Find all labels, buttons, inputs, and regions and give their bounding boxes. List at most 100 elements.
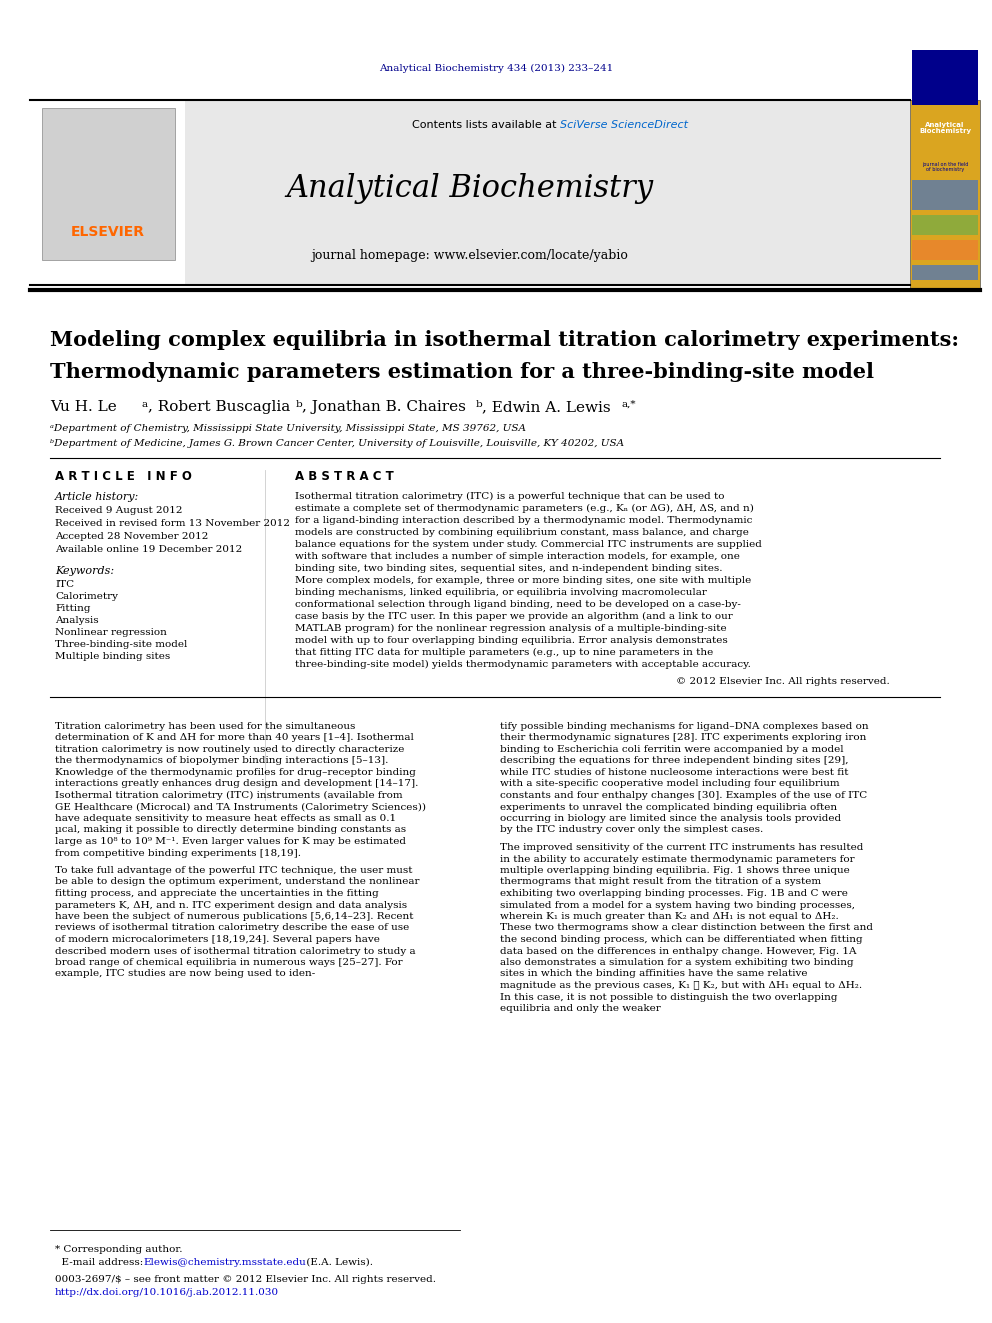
Text: binding to Escherichia coli ferritin were accompanied by a model: binding to Escherichia coli ferritin wer… <box>500 745 843 754</box>
Text: with a site-specific cooperative model including four equilibrium: with a site-specific cooperative model i… <box>500 779 839 789</box>
Text: Keywords:: Keywords: <box>55 566 114 576</box>
Text: GE Healthcare (Microcal) and TA Instruments (Calorimetry Sciences)): GE Healthcare (Microcal) and TA Instrume… <box>55 803 426 811</box>
Text: http://dx.doi.org/10.1016/j.ab.2012.11.030: http://dx.doi.org/10.1016/j.ab.2012.11.0… <box>55 1289 279 1297</box>
Text: The improved sensitivity of the current ITC instruments has resulted: The improved sensitivity of the current … <box>500 843 863 852</box>
Text: model with up to four overlapping binding equilibria. Error analysis demonstrate: model with up to four overlapping bindin… <box>295 636 728 646</box>
Text: b: b <box>296 400 303 409</box>
Text: constants and four enthalpy changes [30]. Examples of the use of ITC: constants and four enthalpy changes [30]… <box>500 791 867 800</box>
Text: ITC: ITC <box>55 579 74 589</box>
Text: models are constructed by combining equilibrium constant, mass balance, and char: models are constructed by combining equi… <box>295 528 749 537</box>
Text: simulated from a model for a system having two binding processes,: simulated from a model for a system havi… <box>500 901 855 909</box>
Text: their thermodynamic signatures [28]. ITC experiments exploring iron: their thermodynamic signatures [28]. ITC… <box>500 733 866 742</box>
Bar <box>912 265 978 280</box>
Text: © 2012 Elsevier Inc. All rights reserved.: © 2012 Elsevier Inc. All rights reserved… <box>677 677 890 687</box>
Text: by the ITC industry cover only the simplest cases.: by the ITC industry cover only the simpl… <box>500 826 763 835</box>
Text: while ITC studies of histone nucleosome interactions were best fit: while ITC studies of histone nucleosome … <box>500 767 848 777</box>
Text: Titration calorimetry has been used for the simultaneous: Titration calorimetry has been used for … <box>55 722 355 732</box>
Bar <box>42 108 175 261</box>
Text: case basis by the ITC user. In this paper we provide an algorithm (and a link to: case basis by the ITC user. In this pape… <box>295 613 733 620</box>
Text: Analytical Biochemistry 434 (2013) 233–241: Analytical Biochemistry 434 (2013) 233–2… <box>379 64 613 73</box>
Text: Article history:: Article history: <box>55 492 139 501</box>
Text: exhibiting two overlapping binding processes. Fig. 1B and C were: exhibiting two overlapping binding proce… <box>500 889 848 898</box>
Text: Received in revised form 13 November 2012: Received in revised form 13 November 201… <box>55 519 290 528</box>
Bar <box>910 101 980 290</box>
Text: parameters K, ΔH, and n. ITC experiment design and data analysis: parameters K, ΔH, and n. ITC experiment … <box>55 901 407 909</box>
Text: Received 9 August 2012: Received 9 August 2012 <box>55 505 183 515</box>
Text: , Edwin A. Lewis: , Edwin A. Lewis <box>482 400 611 414</box>
Text: of modern microcalorimeters [18,19,24]. Several papers have: of modern microcalorimeters [18,19,24]. … <box>55 935 380 945</box>
Text: also demonstrates a simulation for a system exhibiting two binding: also demonstrates a simulation for a sys… <box>500 958 854 967</box>
Text: a: a <box>142 400 148 409</box>
Text: journal on the field
of biochemistry: journal on the field of biochemistry <box>922 161 968 172</box>
Bar <box>912 50 978 105</box>
Text: binding site, two binding sites, sequential sites, and n-independent binding sit: binding site, two binding sites, sequent… <box>295 564 722 573</box>
Text: three-binding-site model) yields thermodynamic parameters with acceptable accura: three-binding-site model) yields thermod… <box>295 660 751 669</box>
Bar <box>30 101 910 284</box>
Text: in the ability to accurately estimate thermodynamic parameters for: in the ability to accurately estimate th… <box>500 855 855 864</box>
Text: the second binding process, which can be differentiated when fitting: the second binding process, which can be… <box>500 935 863 945</box>
Bar <box>912 180 978 210</box>
Text: wherein K₁ is much greater than K₂ and ΔH₁ is not equal to ΔH₂.: wherein K₁ is much greater than K₂ and Δ… <box>500 912 839 921</box>
Text: Nonlinear regression: Nonlinear regression <box>55 628 167 636</box>
Text: be able to design the optimum experiment, understand the nonlinear: be able to design the optimum experiment… <box>55 877 420 886</box>
Text: with software that includes a number of simple interaction models, for example, : with software that includes a number of … <box>295 552 740 561</box>
Text: example, ITC studies are now being used to iden-: example, ITC studies are now being used … <box>55 970 315 979</box>
Text: Elewis@chemistry.msstate.edu: Elewis@chemistry.msstate.edu <box>143 1258 306 1267</box>
Text: Isothermal titration calorimetry (ITC) instruments (available from: Isothermal titration calorimetry (ITC) i… <box>55 791 403 800</box>
Text: These two thermograms show a clear distinction between the first and: These two thermograms show a clear disti… <box>500 923 873 933</box>
Text: binding mechanisms, linked equilibria, or equilibria involving macromolecular: binding mechanisms, linked equilibria, o… <box>295 587 707 597</box>
Text: balance equations for the system under study. Commercial ITC instruments are sup: balance equations for the system under s… <box>295 540 762 549</box>
Bar <box>30 101 185 284</box>
Text: Knowledge of the thermodynamic profiles for drug–receptor binding: Knowledge of the thermodynamic profiles … <box>55 767 416 777</box>
Text: Contents lists available at: Contents lists available at <box>412 120 560 130</box>
Text: large as 10⁸ to 10⁹ M⁻¹. Even larger values for K may be estimated: large as 10⁸ to 10⁹ M⁻¹. Even larger val… <box>55 837 406 845</box>
Text: have been the subject of numerous publications [5,6,14–23]. Recent: have been the subject of numerous public… <box>55 912 414 921</box>
Bar <box>912 239 978 261</box>
Text: occurring in biology are limited since the analysis tools provided: occurring in biology are limited since t… <box>500 814 841 823</box>
Text: Thermodynamic parameters estimation for a three-binding-site model: Thermodynamic parameters estimation for … <box>50 363 874 382</box>
Text: tify possible binding mechanisms for ligand–DNA complexes based on: tify possible binding mechanisms for lig… <box>500 722 869 732</box>
Text: In this case, it is not possible to distinguish the two overlapping: In this case, it is not possible to dist… <box>500 992 837 1002</box>
Text: Accepted 28 November 2012: Accepted 28 November 2012 <box>55 532 208 541</box>
Text: ᵃDepartment of Chemistry, Mississippi State University, Mississippi State, MS 39: ᵃDepartment of Chemistry, Mississippi St… <box>50 423 526 433</box>
Text: , Jonathan B. Chaires: , Jonathan B. Chaires <box>302 400 466 414</box>
Text: Analytical Biochemistry: Analytical Biochemistry <box>287 172 654 204</box>
Text: titration calorimetry is now routinely used to directly characterize: titration calorimetry is now routinely u… <box>55 745 405 754</box>
Text: 0003-2697/$ – see front matter © 2012 Elsevier Inc. All rights reserved.: 0003-2697/$ – see front matter © 2012 El… <box>55 1275 436 1285</box>
Text: journal homepage: www.elsevier.com/locate/yabio: journal homepage: www.elsevier.com/locat… <box>311 249 629 262</box>
Text: Fitting: Fitting <box>55 605 90 613</box>
Text: that fitting ITC data for multiple parameters (e.g., up to nine parameters in th: that fitting ITC data for multiple param… <box>295 648 713 658</box>
Text: Multiple binding sites: Multiple binding sites <box>55 652 171 662</box>
Text: broad range of chemical equilibria in numerous ways [25–27]. For: broad range of chemical equilibria in nu… <box>55 958 403 967</box>
Text: describing the equations for three independent binding sites [29],: describing the equations for three indep… <box>500 757 848 766</box>
Text: E-mail address:: E-mail address: <box>55 1258 147 1267</box>
Text: MATLAB program) for the nonlinear regression analysis of a multiple-binding-site: MATLAB program) for the nonlinear regres… <box>295 624 726 634</box>
Text: b: b <box>476 400 483 409</box>
Text: conformational selection through ligand binding, need to be developed on a case-: conformational selection through ligand … <box>295 601 741 609</box>
Text: SciVerse ScienceDirect: SciVerse ScienceDirect <box>560 120 688 130</box>
Text: reviews of isothermal titration calorimetry describe the ease of use: reviews of isothermal titration calorime… <box>55 923 410 933</box>
Text: interactions greatly enhances drug design and development [14–17].: interactions greatly enhances drug desig… <box>55 779 419 789</box>
Text: ELSEVIER: ELSEVIER <box>71 225 145 239</box>
Text: To take full advantage of the powerful ITC technique, the user must: To take full advantage of the powerful I… <box>55 867 413 875</box>
Text: µcal, making it possible to directly determine binding constants as: µcal, making it possible to directly det… <box>55 826 406 835</box>
Text: a,*: a,* <box>622 400 637 409</box>
Text: experiments to unravel the complicated binding equilibria often: experiments to unravel the complicated b… <box>500 803 837 811</box>
Text: described modern uses of isothermal titration calorimetry to study a: described modern uses of isothermal titr… <box>55 946 416 955</box>
Text: , Robert Buscaglia: , Robert Buscaglia <box>148 400 291 414</box>
Text: Vu H. Le: Vu H. Le <box>50 400 117 414</box>
Text: multiple overlapping binding equilibria. Fig. 1 shows three unique: multiple overlapping binding equilibria.… <box>500 867 850 875</box>
Text: ᵇDepartment of Medicine, James G. Brown Cancer Center, University of Louisville,: ᵇDepartment of Medicine, James G. Brown … <box>50 439 624 448</box>
Text: Isothermal titration calorimetry (ITC) is a powerful technique that can be used : Isothermal titration calorimetry (ITC) i… <box>295 492 724 501</box>
Text: Available online 19 December 2012: Available online 19 December 2012 <box>55 545 242 554</box>
Text: the thermodynamics of biopolymer binding interactions [5–13].: the thermodynamics of biopolymer binding… <box>55 757 389 766</box>
Text: * Corresponding author.: * Corresponding author. <box>55 1245 183 1254</box>
Text: from competitive binding experiments [18,19].: from competitive binding experiments [18… <box>55 848 301 857</box>
Text: equilibria and only the weaker: equilibria and only the weaker <box>500 1004 661 1013</box>
Text: (E.A. Lewis).: (E.A. Lewis). <box>303 1258 373 1267</box>
Text: determination of K and ΔH for more than 40 years [1–4]. Isothermal: determination of K and ΔH for more than … <box>55 733 414 742</box>
Text: sites in which the binding affinities have the same relative: sites in which the binding affinities ha… <box>500 970 807 979</box>
Text: More complex models, for example, three or more binding sites, one site with mul: More complex models, for example, three … <box>295 576 751 585</box>
Text: Calorimetry: Calorimetry <box>55 591 118 601</box>
Text: estimate a complete set of thermodynamic parameters (e.g., Kₙ (or ΔG), ΔH, ΔS, a: estimate a complete set of thermodynamic… <box>295 504 754 513</box>
